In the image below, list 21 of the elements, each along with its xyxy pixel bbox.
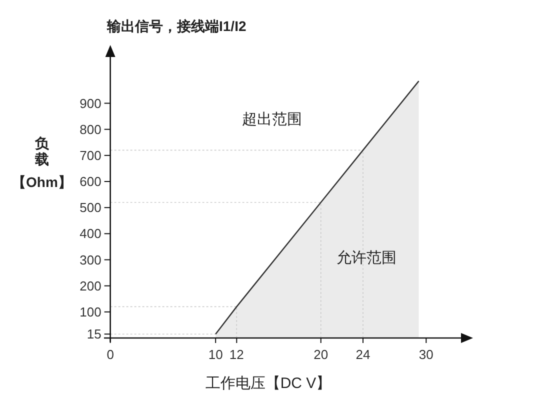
y-tick-label: 700 [80,148,102,163]
x-tick-label: 30 [418,347,434,362]
x-tick-label: 10 [208,347,223,362]
annotation: 允许范围 [336,249,397,266]
y-tick-label: 600 [80,174,102,189]
x-axis-title: 工作电压【DC V】 [205,375,332,392]
x-tick-label: 0 [106,347,114,362]
x-tick-label: 24 [356,347,370,362]
y-axis-title: 负载【Ohm】 [12,135,72,190]
y-tick-label: 100 [80,304,102,320]
y-tick-label: 300 [80,252,102,268]
y-tick-label: 900 [80,96,102,111]
y-tick-label: 800 [80,122,102,137]
y-tick-label: 400 [80,226,102,242]
y-tick-label: 15 [86,326,102,342]
annotation: 超出范围 [242,111,302,128]
chart-title: 输出信号，接线端I1/I2 [106,18,246,34]
x-tick-label: 12 [229,347,244,362]
x-tick-label: 20 [314,347,328,362]
y-tick-label: 500 [80,200,102,216]
y-tick-label: 200 [80,278,102,294]
